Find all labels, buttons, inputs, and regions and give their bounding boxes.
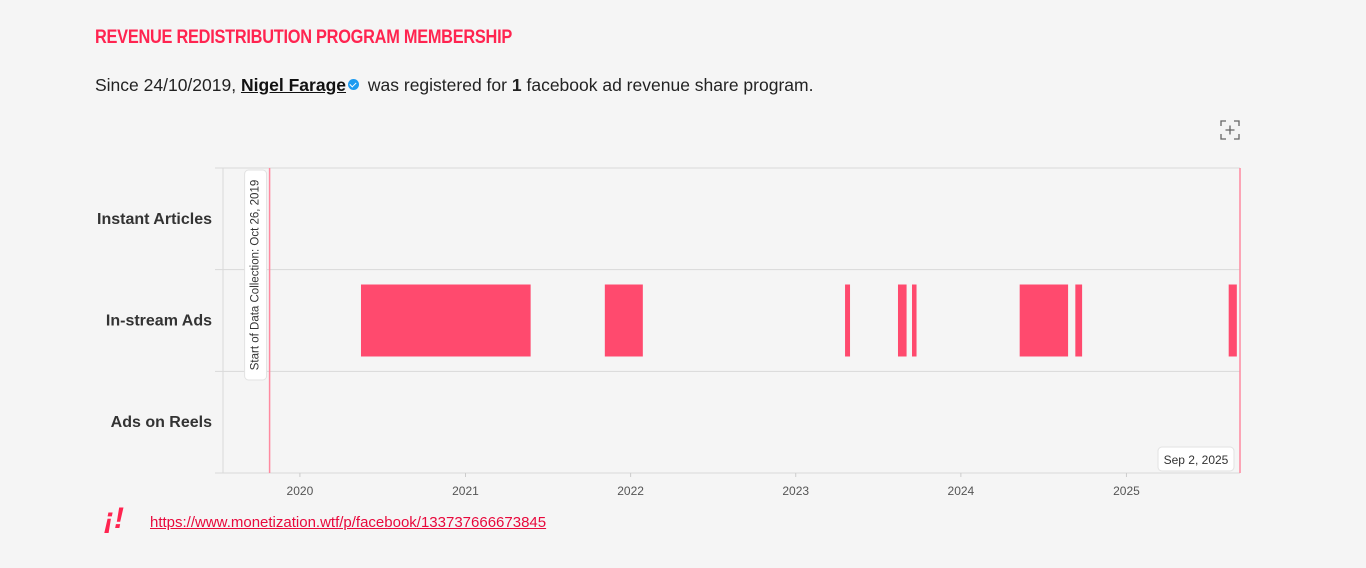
x-tick-label: 2022 (617, 484, 644, 498)
summary-middle: was registered for (367, 75, 507, 95)
chart-x-ticks: 2020 2021 2022 2023 2024 2025 (287, 473, 1140, 498)
x-tick-label: 2021 (452, 484, 479, 498)
membership-bar (604, 284, 643, 357)
x-tick-label: 2024 (948, 484, 975, 498)
membership-bar (845, 284, 851, 357)
site-logo: ¡! (104, 502, 124, 535)
expand-icon[interactable] (1219, 119, 1241, 141)
membership-summary: Since 24/10/2019, Nigel Farage was regis… (95, 75, 813, 96)
membership-bar (912, 284, 917, 357)
membership-bar (897, 284, 907, 357)
chart-grid (215, 167, 1240, 474)
membership-bar (1228, 284, 1237, 357)
membership-bar (360, 284, 531, 357)
data-start-label: Start of Data Collection: Oct 26, 2019 (250, 180, 262, 371)
page-name-link[interactable]: Nigel Farage (240, 75, 347, 95)
membership-bar (1075, 284, 1083, 357)
summary-suffix: facebook ad revenue share program. (526, 75, 814, 95)
x-tick-label: 2025 (1113, 484, 1140, 498)
row-label: In-stream Ads (106, 313, 212, 330)
program-count: 1 (511, 75, 522, 95)
current-date-label-box (1157, 446, 1235, 472)
x-tick-label: 2020 (287, 484, 314, 498)
chart-row-labels: Instant Articles In-stream Ads Ads on Reel… (97, 211, 212, 431)
chart-annotations: Start of Data Collection: Oct 26, 2019 Se… (244, 168, 1241, 473)
row-label: Instant Articles (97, 211, 212, 228)
chart-bars (360, 284, 1237, 357)
current-date-label: Sep 2, 2025 (1164, 453, 1229, 467)
source-link[interactable]: https://www.monetization.wtf/p/facebook/… (150, 514, 547, 531)
row-label: Ads on Reels (111, 414, 212, 431)
membership-bar (1019, 284, 1069, 357)
x-tick-label: 2023 (782, 484, 809, 498)
summary-prefix: Since 24/10/2019, (95, 75, 237, 95)
verified-badge-icon (348, 79, 360, 90)
section-title: REVENUE REDISTRIBUTION PROGRAM MEMBERSHI… (95, 27, 513, 48)
data-start-label-box (244, 169, 268, 381)
